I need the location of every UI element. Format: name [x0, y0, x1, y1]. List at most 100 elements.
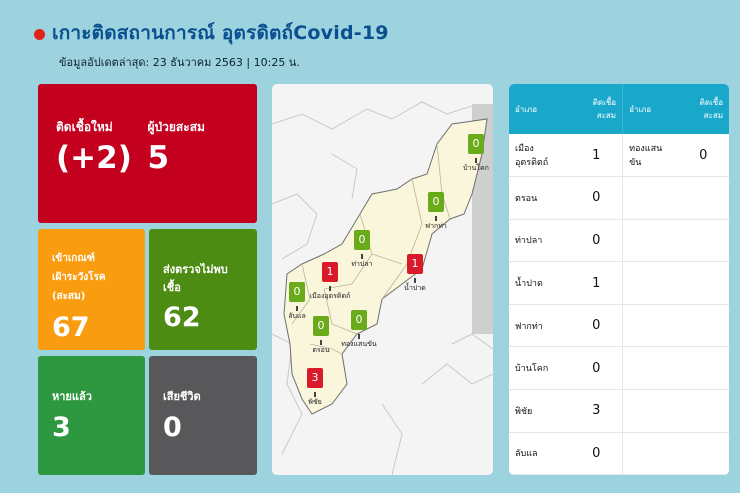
map-background — [272, 101, 493, 475]
empty-cell — [677, 219, 729, 263]
map-marker-label: น้ำปาด — [404, 284, 426, 292]
deaths-value: 0 — [163, 411, 182, 443]
map-marker-laplae[interactable]: 0 ลับแล — [284, 282, 310, 322]
new-cases-stat: ติดเชื้อใหม่ (+2) — [56, 118, 148, 189]
district-cases-table: อำเภอ ติดเชื้อสะสม อำเภอ ติดเชื้อสะสม เม… — [509, 84, 729, 475]
map-marker-stem — [314, 392, 316, 397]
col-district-header: อำเภอ — [509, 84, 571, 134]
map-marker-label: ตรอน — [312, 346, 330, 354]
map-marker-label: เมืองอุตรดิตถ์ — [309, 292, 351, 300]
map-marker-pin: 0 — [289, 282, 305, 302]
empty-cell — [677, 261, 729, 305]
district-cases: 0 — [570, 346, 624, 391]
district-name: พิชัย — [509, 389, 571, 433]
deaths-card: เสียชีวิต 0 — [149, 356, 257, 475]
map-marker-label: บ้านโคก — [463, 164, 489, 172]
district-name: เมืองอุตรดิตถ์ — [509, 134, 571, 178]
map-marker-label: ทองแสนขัน — [341, 340, 377, 348]
total-cases-value: 5 — [147, 140, 170, 177]
negative-card: ส่งตรวจไม่พบเชื้อ 62 — [149, 229, 257, 350]
map-marker-label: พิชัย — [308, 398, 322, 406]
map-marker-pin: 0 — [428, 192, 444, 212]
empty-cell — [622, 304, 678, 348]
district-name: บ้านโคก — [509, 346, 571, 391]
map-marker-thong-saen-khan[interactable]: 0 ทองแสนขัน — [341, 310, 377, 350]
table-row: พิชัย 3 — [509, 389, 729, 433]
live-dot-icon — [34, 28, 45, 40]
empty-cell — [677, 346, 729, 391]
page-header: เกาะติดสถานการณ์ อุตรดิตถ์Covid-19 ข้อมู… — [34, 18, 389, 71]
col-district-header-2: อำเภอ — [622, 84, 678, 134]
recovered-card: หายแล้ว 3 — [38, 356, 145, 475]
recovered-label: หายแล้ว — [52, 390, 92, 403]
map-marker-mueang[interactable]: 1 เมืองอุตรดิตถ์ — [310, 262, 350, 302]
table-row: ท่าปลา 0 — [509, 219, 729, 263]
map-marker-pin: 1 — [322, 262, 338, 282]
last-updated-text: ข้อมูลอัปเดตล่าสุด: 23 ธันวาคม 2563 | 10… — [59, 56, 300, 69]
table-row: เมืองอุตรดิตถ์ 1 ทองแสนขัน 0 — [509, 134, 729, 178]
map-marker-pin: 3 — [307, 368, 323, 388]
map-marker-tha-pla[interactable]: 0 ท่าปลา — [349, 230, 375, 270]
map-marker-pin: 0 — [354, 230, 370, 250]
title-row: เกาะติดสถานการณ์ อุตรดิตถ์Covid-19 — [34, 18, 389, 48]
total-cases-label: ผู้ป่วยสะสม — [147, 120, 205, 134]
recovered-value: 3 — [52, 411, 71, 443]
table-row: ตรอน 0 — [509, 176, 729, 220]
map-marker-stem — [414, 278, 416, 283]
district-table: อำเภอ ติดเชื้อสะสม อำเภอ ติดเชื้อสะสม เม… — [509, 84, 729, 475]
table-header-row: อำเภอ ติดเชื้อสะสม อำเภอ ติดเชื้อสะสม — [509, 84, 729, 134]
map-marker-tron[interactable]: 0 ตรอน — [308, 316, 334, 356]
map-marker-pin: 1 — [407, 254, 423, 274]
district-cases: 0 — [570, 219, 624, 263]
pui-card: เข้าเกณฑ์ เฝ้าระวังโรค (สะสม) 67 — [38, 229, 145, 350]
district-cases: 1 — [570, 261, 624, 305]
table-row: น้ำปาด 1 — [509, 261, 729, 305]
negative-label: ส่งตรวจไม่พบเชื้อ — [163, 263, 228, 294]
deaths-label: เสียชีวิต — [163, 390, 201, 403]
district-cases: 3 — [570, 389, 624, 433]
map-marker-nam-pat[interactable]: 1 น้ำปาด — [402, 254, 428, 294]
empty-cell — [622, 432, 678, 475]
negative-value: 62 — [163, 302, 201, 334]
district-name: ตรอน — [509, 176, 571, 220]
map-marker-stem — [329, 286, 331, 291]
page-title: เกาะติดสถานการณ์ อุตรดิตถ์Covid-19 — [52, 22, 389, 44]
empty-cell — [622, 261, 678, 305]
col-cases-header: ติดเชื้อสะสม — [570, 84, 624, 134]
map-marker-fak-tha[interactable]: 0 ฟากท่า — [423, 192, 449, 232]
empty-cell — [677, 304, 729, 348]
table-row: ลับแล 0 — [509, 432, 729, 475]
table-row: ฟากท่า 0 — [509, 304, 729, 348]
map-marker-stem — [361, 254, 363, 259]
map-marker-label: ลับแล — [288, 312, 306, 320]
district-cases: 0 — [570, 304, 624, 348]
district-name: น้ำปาด — [509, 261, 571, 305]
empty-cell — [622, 219, 678, 263]
empty-cell — [677, 176, 729, 220]
map-marker-stem — [475, 158, 477, 163]
map-marker-label: ท่าปลา — [351, 260, 373, 268]
pui-label-line2: เฝ้าระวังโรค (สะสม) — [52, 272, 106, 302]
district-name: ทองแสนขัน — [622, 134, 678, 178]
total-cases-stat: ผู้ป่วยสะสม 5 — [148, 118, 240, 189]
pui-value: 67 — [52, 312, 90, 343]
map-marker-stem — [296, 306, 298, 311]
map-marker-stem — [435, 216, 437, 221]
empty-cell — [622, 389, 678, 433]
map-marker-ban-khok[interactable]: 0 บ้านโคก — [463, 134, 489, 174]
empty-cell — [677, 389, 729, 433]
table-row: บ้านโคก 0 — [509, 346, 729, 391]
district-cases: 0 — [570, 176, 624, 220]
empty-cell — [622, 176, 678, 220]
map-marker-stem — [358, 334, 360, 339]
col-cases-header-2: ติดเชื้อสะสม — [677, 84, 729, 134]
province-map[interactable]: 0 บ้านโคก 0 ฟากท่า 0 ท่าปลา 1 น้ำปาด 1 เ… — [272, 84, 493, 475]
district-cases: 0 — [570, 432, 624, 475]
district-cases: 1 — [570, 134, 624, 178]
map-marker-pin: 0 — [351, 310, 367, 330]
map-marker-phichai[interactable]: 3 พิชัย — [302, 368, 328, 408]
map-marker-pin: 0 — [468, 134, 484, 154]
district-name: ลับแล — [509, 432, 571, 475]
cases-card: ติดเชื้อใหม่ (+2) ผู้ป่วยสะสม 5 — [38, 84, 257, 223]
new-cases-value: (+2) — [56, 140, 132, 177]
